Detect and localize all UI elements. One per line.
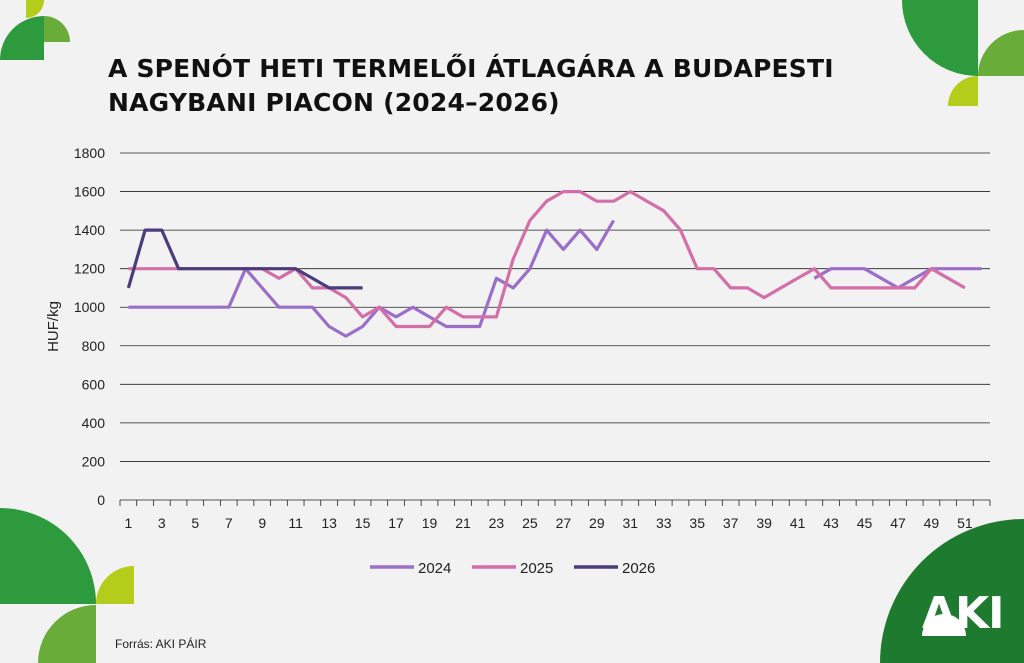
source-note: Forrás: AKI PÁIR [115, 637, 207, 651]
deco-leaf-bottom-left-dark [0, 508, 96, 604]
x-tick-label: 13 [321, 515, 337, 531]
x-tick-label: 33 [656, 515, 672, 531]
chart-title-line-1: A SPENÓT HETI TERMELŐI ÁTLAGÁRA A BUDAPE… [108, 54, 834, 83]
series-line-2026 [126, 228, 363, 290]
y-tick-label: 1800 [74, 145, 105, 161]
y-tick-label: 1200 [74, 261, 105, 277]
x-tick-label: 35 [689, 515, 705, 531]
logo-arc-icon [922, 614, 966, 636]
y-tick-label: 0 [97, 492, 105, 508]
deco-leaf-top-right-dark [902, 0, 978, 76]
deco-leaf-top-left-light [26, 0, 44, 18]
x-tick-label: 39 [756, 515, 772, 531]
deco-logo-shape [880, 519, 1024, 663]
x-tick-label: 15 [355, 515, 371, 531]
x-tick-label: 49 [924, 515, 940, 531]
x-tick-label: 41 [790, 515, 806, 531]
x-tick-label: 29 [589, 515, 605, 531]
deco-leaf-top-left-mid [44, 16, 70, 42]
legend-label-2025: 2025 [520, 560, 553, 577]
aki-logo: AKI [922, 588, 1005, 639]
x-tick-label: 23 [489, 515, 505, 531]
x-tick-label: 43 [823, 515, 839, 531]
deco-leaf-top-left-dark [0, 16, 44, 60]
x-tick-label: 25 [522, 515, 538, 531]
y-tick-label: 800 [82, 338, 106, 354]
x-tick-label: 27 [556, 515, 572, 531]
chart-title: A SPENÓT HETI TERMELŐI ÁTLAGÁRA A BUDAPE… [108, 52, 834, 120]
y-tick-label: 600 [82, 376, 106, 392]
x-tick-label: 19 [422, 515, 438, 531]
y-tick-label: 200 [82, 453, 106, 469]
x-tick-label: 7 [225, 515, 233, 531]
x-tick-label: 9 [258, 515, 266, 531]
y-tick-label: 1600 [74, 184, 105, 200]
x-tick-label: 17 [388, 515, 404, 531]
y-axis-label: HUF/kg [45, 301, 62, 352]
deco-leaf-bottom-left-light [96, 566, 134, 604]
x-tick-label: 51 [957, 515, 973, 531]
x-tick-label: 1 [124, 515, 132, 531]
x-tick-label: 45 [857, 515, 873, 531]
series-line-2025 [128, 190, 966, 329]
x-tick-label: 3 [158, 515, 166, 531]
legend-label-2026: 2026 [622, 560, 655, 577]
x-tick-label: 21 [455, 515, 471, 531]
y-tick-label: 400 [82, 415, 106, 431]
y-tick-label: 1000 [74, 299, 105, 315]
series-line-2024 [128, 219, 982, 338]
chart-title-line-2: NAGYBANI PIACON (2024–2026) [108, 88, 560, 117]
x-tick-label: 47 [890, 515, 906, 531]
deco-leaf-bottom-left-mid [38, 605, 96, 663]
legend-label-2024: 2024 [418, 560, 451, 577]
x-tick-label: 37 [723, 515, 739, 531]
x-tick-label: 11 [288, 515, 303, 531]
deco-leaf-top-right-light [948, 76, 978, 106]
deco-leaf-top-right-mid [978, 30, 1024, 76]
y-tick-label: 1400 [74, 222, 105, 238]
x-tick-label: 5 [191, 515, 199, 531]
x-tick-label: 31 [622, 515, 638, 531]
